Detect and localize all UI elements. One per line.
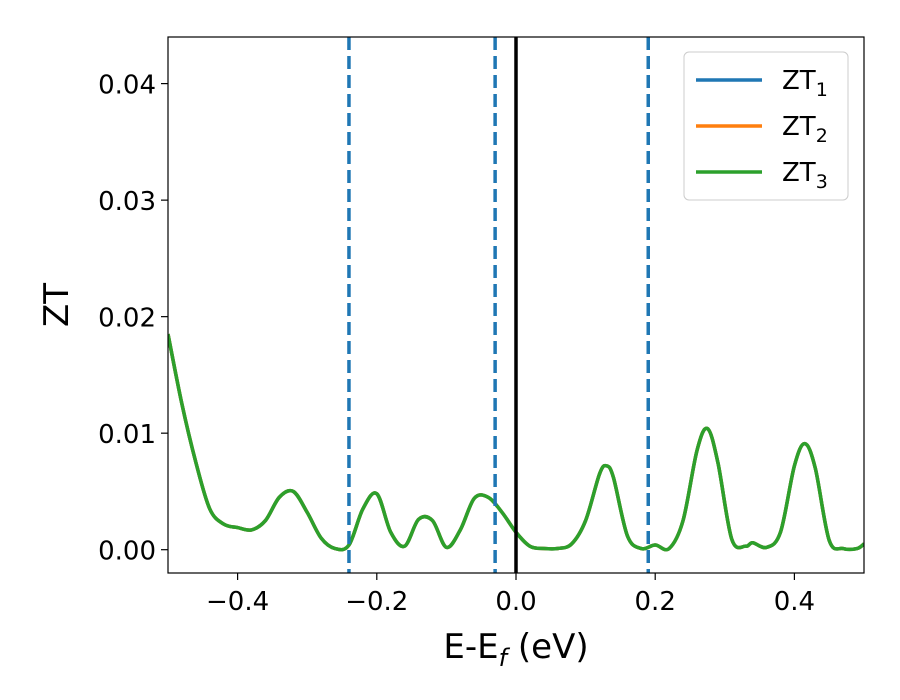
legend-box [683,51,849,201]
y-axis-title: ZT [37,283,77,327]
reference-lines [347,37,650,573]
legend-items: ZT1 ZT2 ZT3 [696,66,828,193]
y-axis-ticks: 0.00 0.01 0.02 0.03 0.04 [98,71,168,567]
x-tick-label: −0.4 [206,587,269,617]
x-tick-label: 0.4 [774,587,815,617]
legend-label-1: ZT1 [782,66,828,101]
x-tick-label: 0.0 [495,587,536,617]
y-tick-label: 0.03 [98,187,156,217]
x-tick-label: −0.2 [345,587,408,617]
legend: ZT1 ZT2 ZT3 [683,51,849,201]
x-axis-title: E-Ef (eV) [443,627,588,672]
legend-label-3: ZT3 [782,158,828,193]
y-tick-label: 0.01 [98,420,156,450]
data-lines [168,333,864,552]
y-tick-label: 0.00 [98,537,156,567]
x-tick-label: 0.2 [635,587,676,617]
y-tick-label: 0.04 [98,71,156,101]
y-tick-label: 0.02 [98,304,156,334]
legend-label-2: ZT2 [782,112,828,147]
x-axis-ticks: −0.4 −0.2 0.0 0.2 0.4 [206,573,815,617]
series-line-3 [168,333,864,552]
